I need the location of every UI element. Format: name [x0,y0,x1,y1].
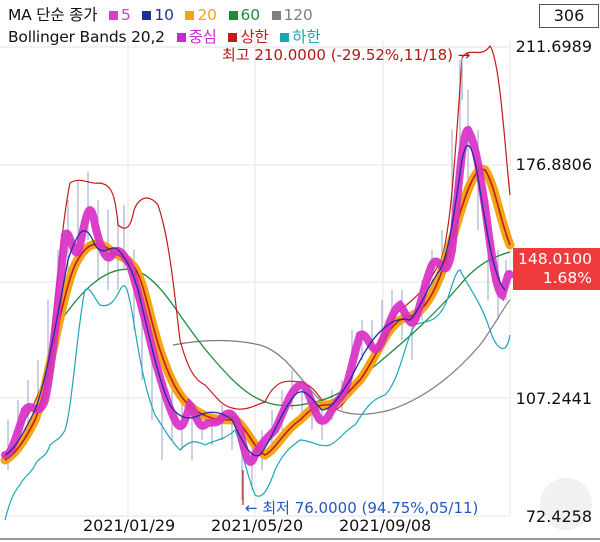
current-price-badge: 148.0100 1.68% [513,248,600,290]
legend-ma20[interactable]: 20 [197,6,217,24]
legend-ma10[interactable]: 10 [154,6,174,24]
center-swatch-icon [176,32,186,42]
legend-ma60[interactable]: 60 [240,6,261,24]
y-label-3: 107.2441 [515,389,592,408]
legend-ma: MA 단순 종가 5 10 20 60 120 [8,3,313,25]
legend-upper[interactable]: 상한 [240,28,269,46]
x-label-2: 2021/05/20 [211,516,304,535]
upper-swatch-icon [228,32,238,42]
legend-ma120[interactable]: 120 [283,6,313,24]
bollinger-upper-line [19,44,511,426]
ma10-swatch-icon [142,10,152,20]
ma10-line [4,145,506,457]
ma120-line [172,299,511,415]
x-label-3: 2021/09/08 [339,516,432,535]
y-label-max: 211.6989 [515,37,592,56]
legend-ma5[interactable]: 5 [121,6,131,24]
low-annotation: ← 최저 76.0000 (94.75%,05/11) [245,499,479,517]
high-annotation: 최고 210.0000 (-29.52%,11/18) → [222,46,471,64]
bollinger-center-line [4,168,511,461]
legend-center[interactable]: 중심 [188,28,217,46]
legend-ma-title: MA 단순 종가 [8,6,98,24]
watermark-logo [540,478,592,530]
ma120-swatch-icon [271,10,281,20]
ma5-swatch-icon [109,10,119,20]
legend-bollinger: Bollinger Bands 20,2 중심 상한 하한 [8,25,321,47]
legend-bollinger-title: Bollinger Bands 20,2 [8,28,165,46]
current-change: 1.68% [542,269,592,287]
candle-wicks [7,60,507,500]
legend-lower[interactable]: 하한 [292,28,321,46]
ma20-swatch-icon [185,10,195,20]
candle-count-box[interactable]: 306 [539,4,599,28]
lower-swatch-icon [280,32,290,42]
y-label-min: 72.4258 [525,507,592,526]
bollinger-lower-line [4,269,511,521]
bottom-divider [0,538,600,540]
current-price: 148.0100 [518,250,592,268]
x-label-1: 2021/01/29 [83,516,176,535]
ma60-swatch-icon [228,10,238,20]
y-label-2: 176.8806 [515,155,592,174]
